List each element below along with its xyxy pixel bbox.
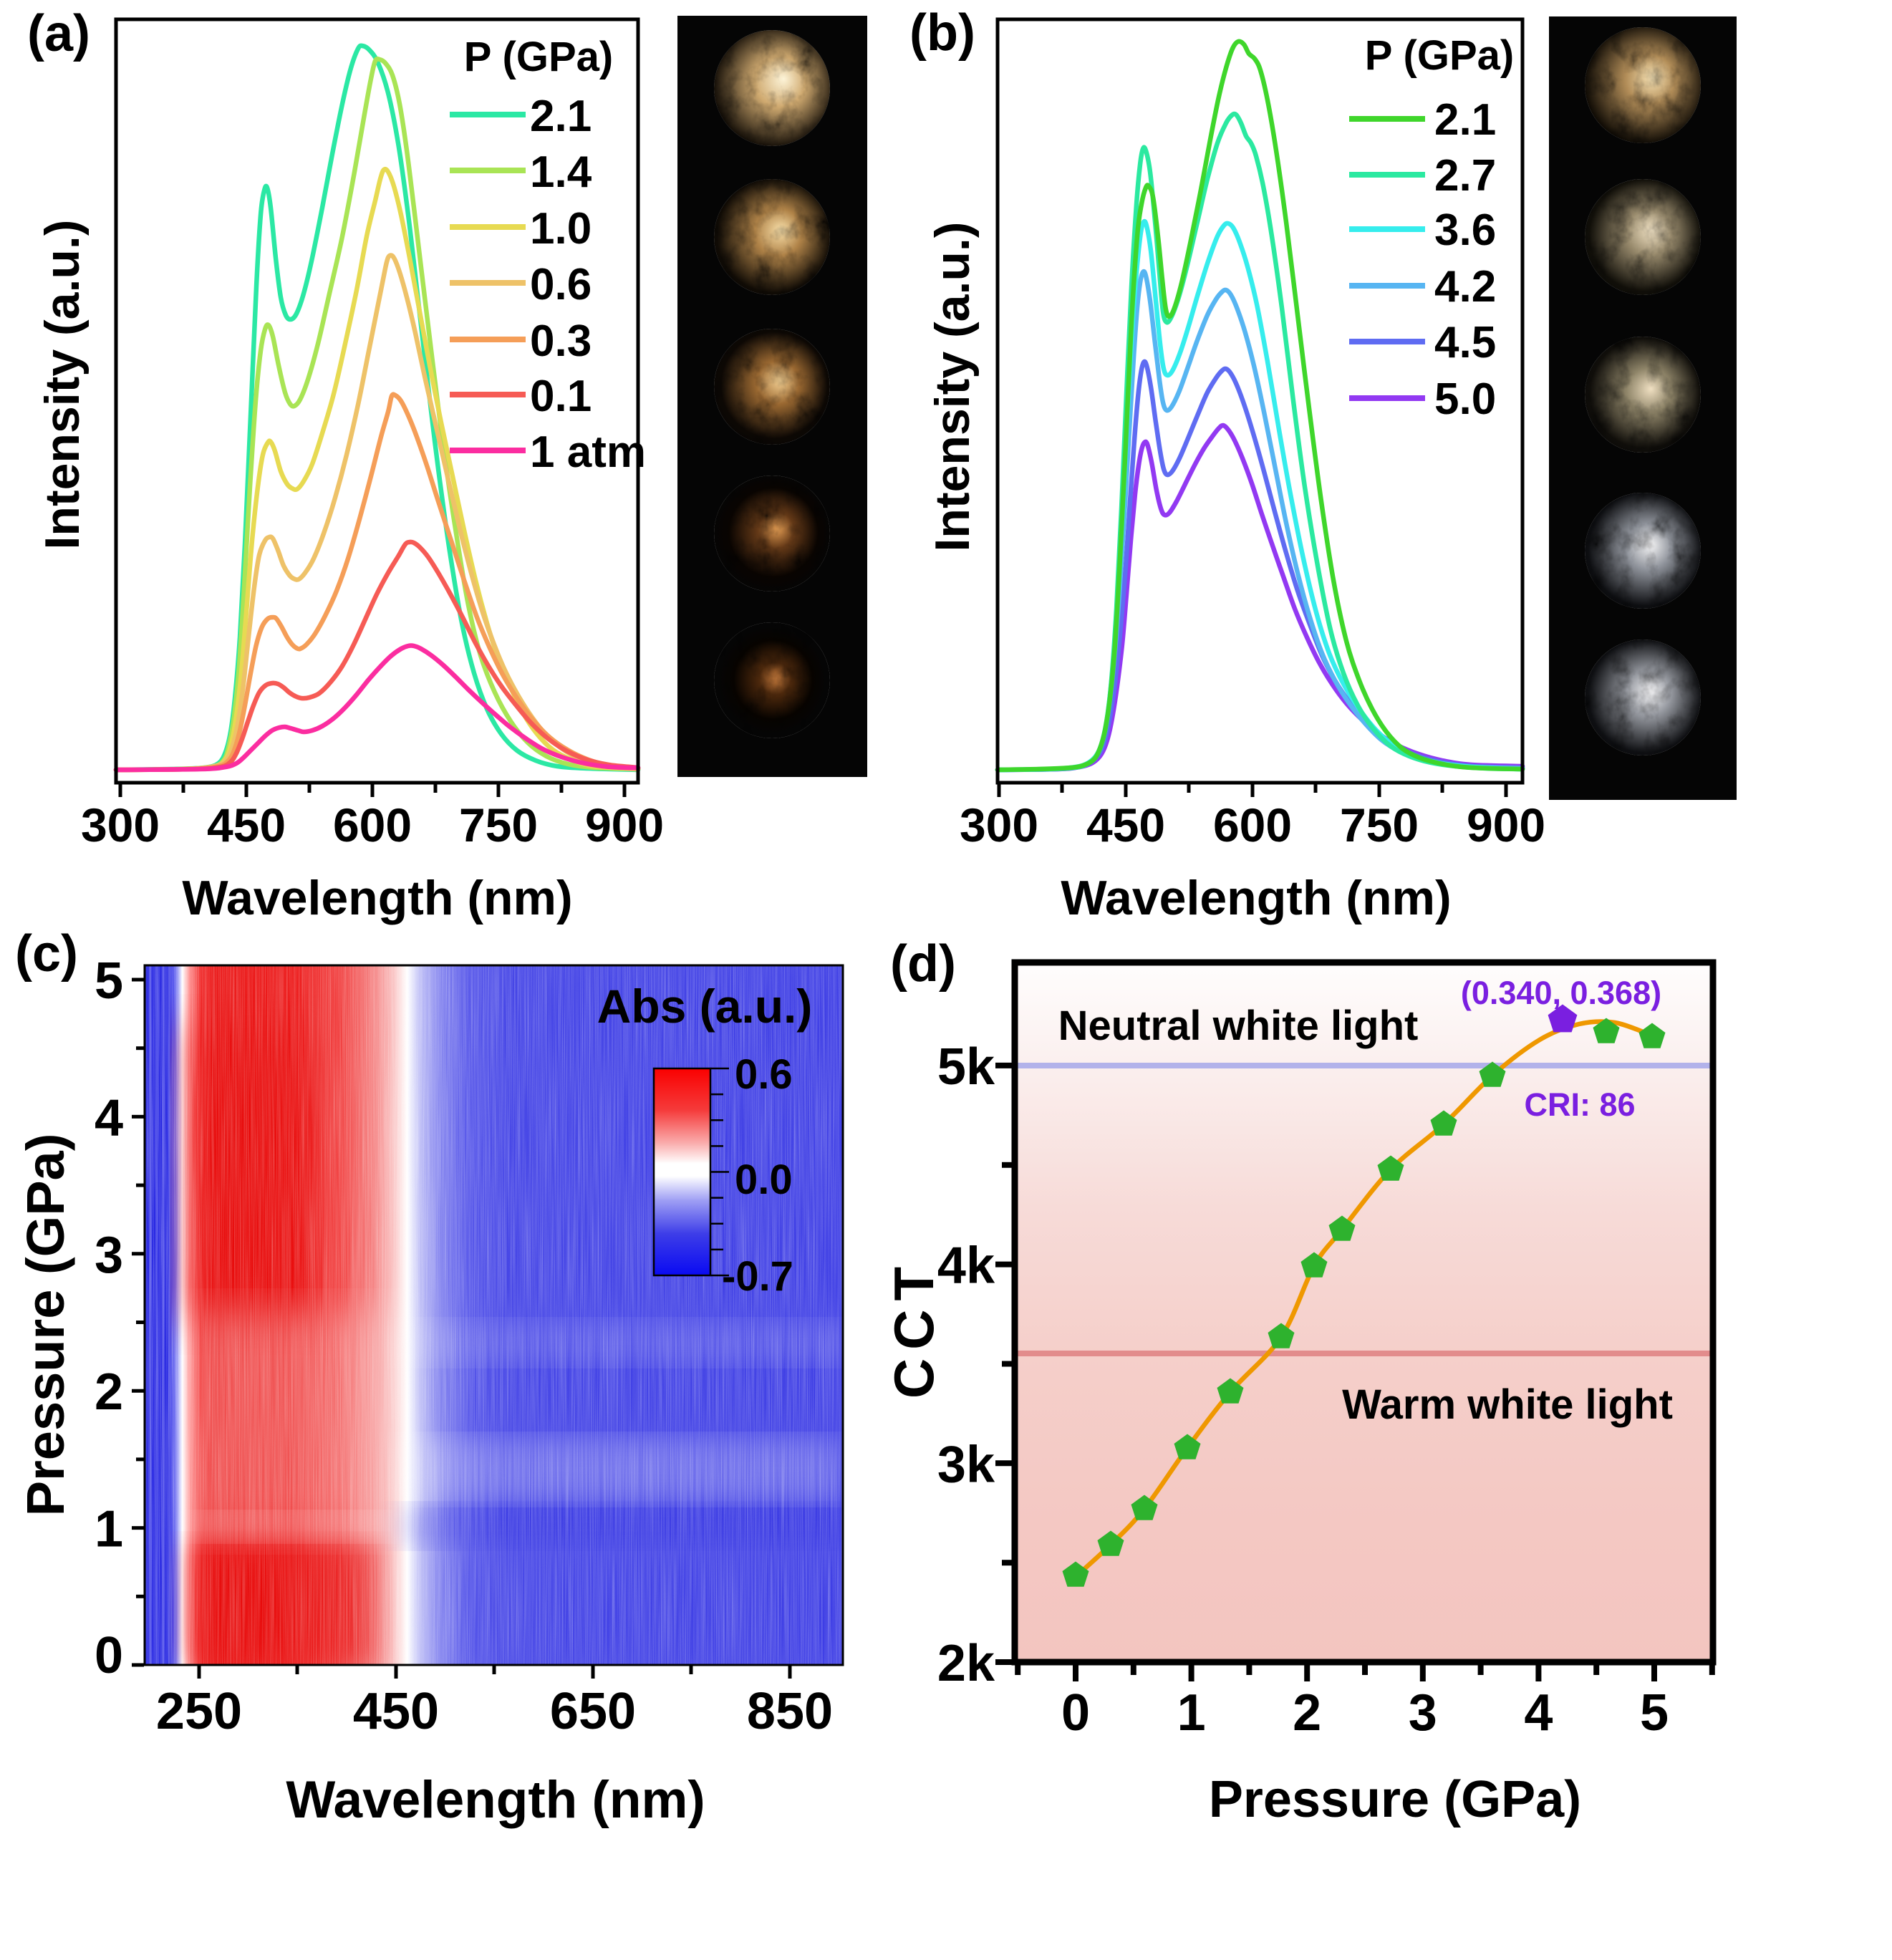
svg-text:1.4: 1.4: [530, 148, 592, 197]
svg-text:1.0: 1.0: [530, 204, 592, 254]
svg-text:5k: 5k: [937, 1038, 995, 1096]
svg-text:5.0: 5.0: [1434, 375, 1496, 424]
svg-text:-0.7: -0.7: [722, 1253, 793, 1300]
svg-text:900: 900: [1467, 798, 1545, 851]
svg-text:2.1: 2.1: [530, 92, 592, 141]
svg-text:Neutral white light: Neutral white light: [1058, 1003, 1419, 1049]
svg-text:1 atm: 1 atm: [530, 428, 646, 477]
svg-text:600: 600: [1213, 798, 1292, 851]
svg-text:0.0: 0.0: [735, 1157, 793, 1203]
svg-text:300: 300: [960, 798, 1038, 851]
svg-text:750: 750: [1340, 798, 1419, 851]
svg-text:0.6: 0.6: [530, 260, 592, 309]
svg-text:4k: 4k: [937, 1237, 995, 1295]
svg-text:Wavelength (nm): Wavelength (nm): [286, 1771, 705, 1829]
svg-text:P (GPa): P (GPa): [464, 34, 613, 80]
svg-text:0.3: 0.3: [530, 317, 592, 366]
svg-text:4.2: 4.2: [1434, 262, 1496, 312]
svg-text:450: 450: [207, 798, 286, 851]
svg-text:Pressure (GPa): Pressure (GPa): [16, 1134, 75, 1517]
svg-text:3: 3: [1409, 1684, 1437, 1742]
svg-text:2: 2: [95, 1363, 123, 1421]
svg-text:750: 750: [459, 798, 538, 851]
svg-text:650: 650: [550, 1683, 636, 1740]
svg-text:2.1: 2.1: [1434, 95, 1496, 145]
svg-text:1: 1: [1177, 1684, 1206, 1742]
svg-text:Wavelength (nm): Wavelength (nm): [182, 871, 572, 925]
svg-text:900: 900: [585, 798, 664, 851]
svg-text:(a): (a): [27, 5, 90, 62]
svg-text:3.6: 3.6: [1434, 206, 1496, 255]
svg-text:Wavelength (nm): Wavelength (nm): [1061, 871, 1451, 925]
svg-text:(b): (b): [909, 4, 975, 62]
svg-text:Intensity (a.u.): Intensity (a.u.): [35, 220, 90, 550]
svg-text:(d): (d): [890, 935, 956, 993]
svg-text:2: 2: [1293, 1684, 1321, 1742]
svg-text:CRI: 86: CRI: 86: [1524, 1086, 1635, 1123]
svg-text:CCT: CCT: [882, 1258, 945, 1399]
svg-text:1: 1: [95, 1501, 123, 1558]
svg-text:Warm white light: Warm white light: [1342, 1381, 1673, 1428]
svg-text:(c): (c): [15, 925, 78, 983]
svg-text:3: 3: [95, 1227, 123, 1284]
svg-text:0: 0: [1061, 1684, 1090, 1742]
svg-text:5: 5: [95, 952, 123, 1010]
svg-text:3k: 3k: [937, 1436, 995, 1493]
svg-text:P (GPa): P (GPa): [1365, 32, 1514, 79]
svg-text:600: 600: [333, 798, 412, 851]
svg-text:450: 450: [353, 1683, 439, 1740]
svg-text:250: 250: [156, 1683, 242, 1740]
svg-text:0: 0: [95, 1627, 123, 1684]
svg-text:Intensity (a.u.): Intensity (a.u.): [925, 222, 980, 552]
svg-text:450: 450: [1086, 798, 1165, 851]
svg-text:5: 5: [1640, 1684, 1669, 1742]
svg-text:4: 4: [1524, 1684, 1553, 1742]
svg-text:(0.340, 0.368): (0.340, 0.368): [1461, 975, 1661, 1011]
svg-text:Pressure (GPa): Pressure (GPa): [1209, 1771, 1581, 1828]
svg-text:300: 300: [81, 798, 160, 851]
svg-text:2.7: 2.7: [1434, 151, 1496, 201]
svg-text:0.6: 0.6: [735, 1051, 793, 1098]
svg-text:4: 4: [95, 1089, 123, 1146]
svg-text:2k: 2k: [937, 1635, 995, 1692]
svg-text:0.1: 0.1: [530, 372, 592, 421]
svg-text:Abs (a.u.): Abs (a.u.): [597, 980, 813, 1033]
svg-text:4.5: 4.5: [1434, 318, 1496, 367]
svg-text:850: 850: [747, 1683, 833, 1740]
